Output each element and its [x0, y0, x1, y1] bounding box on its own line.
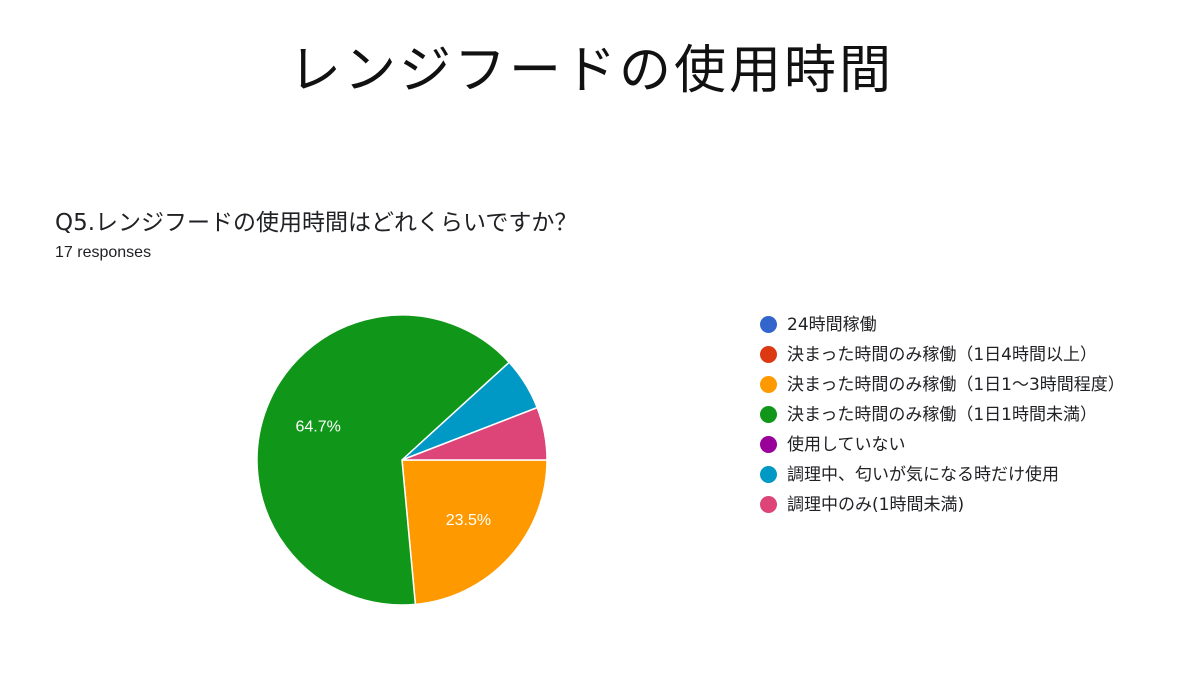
pie-chart: 23.5% 64.7%: [250, 308, 554, 612]
slide-title: レンジフードの使用時間: [288, 41, 894, 101]
legend-item: 使用していない: [760, 433, 1140, 458]
legend-swatch: [760, 496, 777, 513]
pie-slice: [256, 314, 511, 606]
legend-item: 24時間稼働: [760, 313, 1140, 338]
legend-swatch: [760, 346, 777, 363]
pie-slice: [401, 406, 548, 461]
legend-item: 決まった時間のみ稼働（1日1時間未満）: [760, 403, 1140, 428]
legend-label: 決まった時間のみ稼働（1日1〜3時間程度）: [787, 375, 1125, 395]
pie-chart-svg: 23.5% 64.7%: [256, 314, 548, 606]
legend-label: 調理中のみ(1時間未満): [787, 495, 965, 515]
legend-item: 調理中、匂いが気になる時だけ使用: [760, 463, 1140, 488]
question-title: Q5.レンジフードの使用時間はどれくらいですか？: [55, 210, 578, 236]
pie-slice: [401, 459, 548, 606]
legend-swatch: [760, 436, 777, 453]
legend-label: 決まった時間のみ稼働（1日4時間以上）: [787, 345, 1097, 365]
response-count: 17 responses: [55, 244, 152, 261]
legend-swatch: [760, 376, 777, 393]
legend-label: 24時間稼働: [787, 315, 877, 335]
slice-data-label: 64.7%: [295, 419, 340, 436]
legend-label: 使用していない: [787, 435, 906, 455]
chart-legend: 24時間稼働決まった時間のみ稼働（1日4時間以上） 決まった時間のみ稼働（1日1〜…: [760, 313, 1140, 523]
legend-label: 調理中、匂いが気になる時だけ使用: [787, 465, 1059, 485]
legend-item: 調理中のみ(1時間未満): [760, 493, 1140, 518]
legend-item: 決まった時間のみ稼働（1日1〜3時間程度）: [760, 373, 1140, 398]
legend-swatch: [760, 316, 777, 333]
legend-swatch: [760, 406, 777, 423]
legend-label: 決まった時間のみ稼働（1日1時間未満）: [787, 405, 1097, 425]
slice-data-label: 23.5%: [446, 512, 491, 529]
legend-item: 決まった時間のみ稼働（1日4時間以上）: [760, 343, 1140, 368]
legend-swatch: [760, 466, 777, 483]
